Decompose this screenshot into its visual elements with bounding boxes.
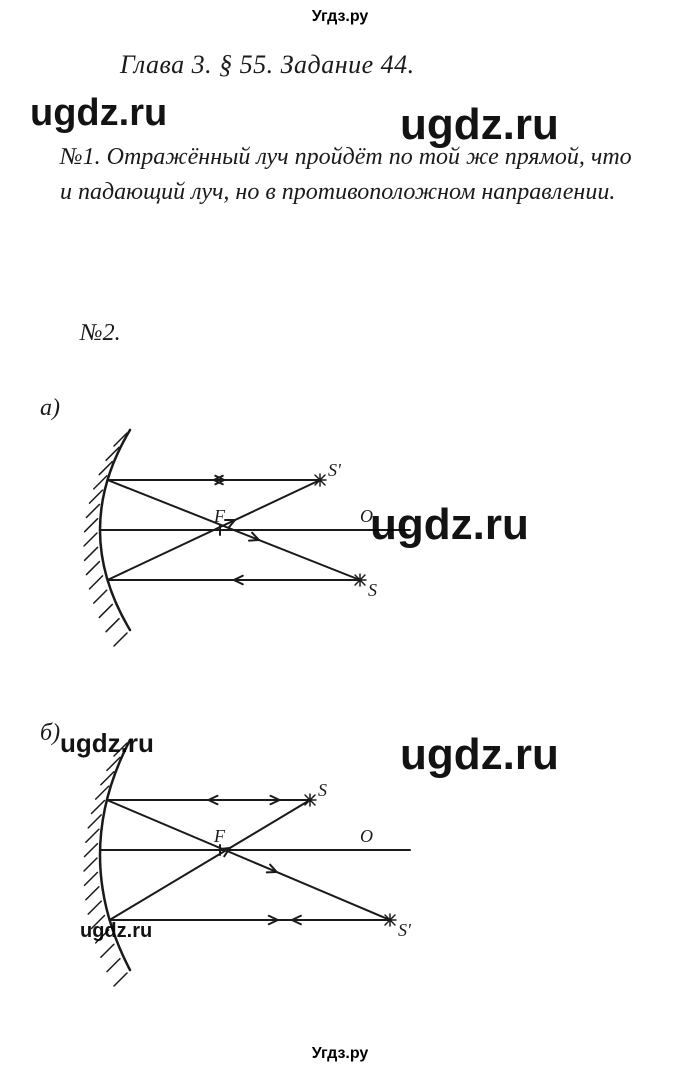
- svg-text:O: O: [360, 826, 373, 846]
- subpart-b-label: б): [40, 720, 60, 747]
- svg-text:O: O: [360, 506, 373, 526]
- svg-text:S: S: [368, 580, 377, 600]
- site-label-bottom: Угдз.ру: [0, 1045, 680, 1063]
- svg-text:S': S': [328, 460, 342, 480]
- site-label-top: Угдз.ру: [0, 8, 680, 26]
- page: Угдз.ру Угдз.ру Глава 3. § 55. Задание 4…: [0, 0, 680, 1071]
- watermark: ugdz.ru: [30, 92, 167, 135]
- answer-1: №1. Отражённый луч пройдёт по той же пря…: [60, 140, 640, 210]
- subpart-a-label: а): [40, 395, 60, 422]
- diagram-b: F O S S': [60, 730, 460, 995]
- diagram-a-svg: FOS'S: [60, 420, 460, 650]
- svg-text:S': S': [398, 920, 412, 940]
- diagram-b-svg: F O S S': [60, 730, 460, 990]
- answer-1-label: №1.: [60, 144, 101, 170]
- diagram-a: FOS'S: [60, 420, 460, 655]
- heading: Глава 3. § 55. Задание 44.: [120, 50, 415, 80]
- svg-text:S: S: [318, 780, 327, 800]
- svg-text:F: F: [213, 826, 226, 846]
- answer-1-text: Отражённый луч пройдёт по той же прямой,…: [60, 144, 632, 205]
- answer-2-label: №2.: [80, 320, 121, 347]
